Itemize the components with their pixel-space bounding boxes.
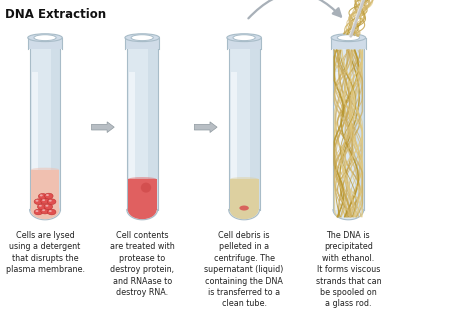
Circle shape	[37, 204, 46, 209]
Bar	[31, 72, 38, 210]
Circle shape	[46, 194, 49, 196]
Ellipse shape	[230, 177, 258, 181]
Ellipse shape	[34, 35, 56, 41]
Bar	[127, 38, 157, 210]
Bar	[250, 38, 259, 210]
Circle shape	[34, 209, 43, 215]
Ellipse shape	[135, 206, 140, 208]
Circle shape	[38, 193, 47, 199]
Circle shape	[47, 199, 56, 204]
Bar	[331, 38, 365, 49]
FancyArrow shape	[91, 122, 114, 133]
Circle shape	[34, 199, 43, 204]
Ellipse shape	[233, 35, 255, 41]
Bar	[128, 179, 156, 210]
Bar	[30, 170, 59, 210]
Ellipse shape	[141, 183, 151, 192]
Bar	[333, 38, 364, 210]
Text: The DNA is
precipitated
with ethanol.
It forms viscous
strands that can
be spool: The DNA is precipitated with ethanol. It…	[316, 231, 381, 308]
Circle shape	[39, 205, 42, 207]
Bar	[335, 72, 342, 210]
Ellipse shape	[228, 199, 259, 220]
Ellipse shape	[333, 199, 364, 220]
Circle shape	[41, 208, 49, 214]
Circle shape	[49, 210, 52, 212]
Bar	[231, 72, 237, 210]
Ellipse shape	[30, 200, 60, 219]
Bar	[28, 38, 62, 49]
Ellipse shape	[229, 200, 259, 219]
Ellipse shape	[337, 35, 359, 41]
Ellipse shape	[128, 177, 156, 181]
Ellipse shape	[38, 206, 43, 208]
Ellipse shape	[239, 205, 249, 210]
Ellipse shape	[127, 199, 157, 220]
Bar	[148, 38, 157, 210]
Bar	[355, 38, 364, 210]
Bar	[227, 38, 261, 49]
Bar	[51, 38, 61, 210]
Text: Cells are lysed
using a detergent
that disrupts the
plasma membrane.: Cells are lysed using a detergent that d…	[6, 231, 84, 274]
Circle shape	[36, 210, 38, 212]
Ellipse shape	[31, 168, 59, 171]
Ellipse shape	[341, 206, 346, 208]
Ellipse shape	[29, 199, 61, 220]
Circle shape	[41, 198, 49, 204]
Circle shape	[42, 209, 45, 211]
Text: Cell contents
are treated with
protease to
destroy protein,
and RNAase to
destro: Cell contents are treated with protease …	[110, 231, 174, 297]
Circle shape	[46, 205, 48, 207]
Ellipse shape	[128, 200, 156, 219]
Ellipse shape	[331, 34, 365, 42]
Ellipse shape	[125, 34, 159, 42]
Text: DNA Extraction: DNA Extraction	[5, 8, 106, 21]
Bar	[125, 38, 159, 49]
Bar	[128, 72, 136, 210]
Circle shape	[44, 204, 53, 209]
Ellipse shape	[131, 35, 153, 41]
Circle shape	[36, 200, 38, 202]
Bar	[228, 38, 260, 210]
Circle shape	[42, 199, 45, 201]
Circle shape	[47, 209, 56, 215]
FancyArrow shape	[194, 122, 217, 133]
Text: Cell debris is
pelleted in a
centrifuge. The
supernatant (liquid)
containing the: Cell debris is pelleted in a centrifuge.…	[204, 231, 284, 308]
Circle shape	[40, 194, 43, 196]
Circle shape	[49, 200, 52, 202]
Ellipse shape	[28, 34, 62, 42]
Bar	[229, 179, 259, 210]
Ellipse shape	[227, 34, 261, 42]
Bar	[29, 38, 61, 210]
Ellipse shape	[237, 206, 242, 208]
Circle shape	[45, 193, 53, 199]
